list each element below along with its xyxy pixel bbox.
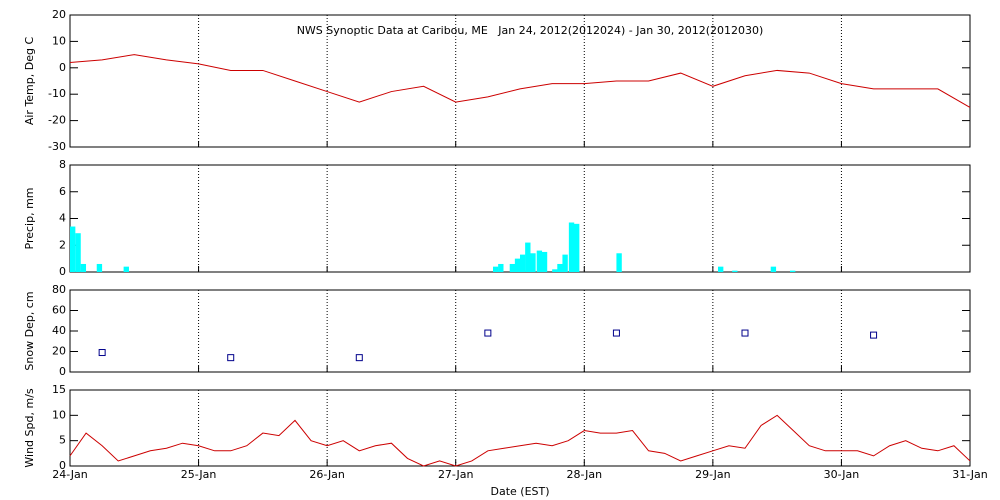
bar	[525, 242, 531, 272]
bar	[732, 270, 738, 272]
y-tick-label: 20	[52, 345, 66, 358]
chart-title: NWS Synoptic Data at Caribou, ME Jan 24,…	[297, 24, 764, 37]
y-tick-label: -20	[48, 114, 66, 127]
y-tick-label: 10	[52, 34, 66, 47]
bar	[718, 266, 724, 272]
bar	[70, 226, 76, 272]
bar	[770, 266, 777, 272]
y-tick-label: 0	[59, 365, 66, 378]
x-tick-label: 30-Jan	[824, 468, 860, 481]
y-tick-label: 6	[59, 185, 66, 198]
x-tick-label: 29-Jan	[695, 468, 731, 481]
bar	[616, 253, 622, 272]
bar	[541, 251, 548, 272]
bar	[530, 253, 536, 272]
y-tick-label: 0	[59, 459, 66, 472]
bar	[75, 233, 81, 272]
y-tick-label: 80	[52, 283, 66, 296]
x-tick-label: 28-Jan	[567, 468, 603, 481]
y-axis-label: Precip, mm	[23, 188, 36, 250]
bar	[80, 263, 87, 272]
y-axis-label: Air Temp, Deg C	[23, 37, 36, 126]
bar	[536, 250, 543, 272]
y-tick-label: 0	[59, 61, 66, 74]
point	[355, 354, 363, 362]
point	[741, 329, 749, 337]
y-tick-label: 20	[52, 8, 66, 21]
bar	[520, 254, 526, 272]
x-tick-label: 24-Jan	[52, 468, 88, 481]
point	[870, 331, 878, 339]
data-line	[69, 54, 971, 108]
point	[227, 354, 235, 362]
y-tick-label: -10	[48, 87, 66, 100]
point	[484, 329, 492, 337]
bar	[557, 263, 563, 272]
y-tick-label: 5	[59, 434, 66, 447]
bar	[514, 258, 521, 272]
y-tick-label: 8	[59, 158, 66, 171]
plot-frame	[69, 289, 971, 373]
y-tick-label: 0	[59, 265, 66, 278]
y-tick-label: 10	[52, 408, 66, 421]
bar	[493, 266, 499, 272]
x-axis-label: Date (EST)	[490, 485, 549, 498]
y-tick-label: 40	[52, 324, 66, 337]
y-axis-label: Wind Spd, m/s	[23, 388, 36, 468]
bar	[552, 269, 558, 272]
x-tick-label: 31-Jan	[952, 468, 988, 481]
bar	[562, 254, 568, 272]
bar	[568, 222, 575, 272]
y-tick-label: -30	[48, 140, 66, 153]
data-line	[69, 414, 971, 467]
point	[98, 349, 106, 357]
y-tick-label: 60	[52, 304, 66, 317]
bar	[509, 263, 516, 272]
bar	[790, 270, 796, 272]
x-tick-label: 27-Jan	[438, 468, 474, 481]
bar	[498, 263, 504, 272]
x-tick-label: 25-Jan	[181, 468, 217, 481]
x-tick-label: 26-Jan	[309, 468, 345, 481]
bar	[123, 266, 129, 272]
y-tick-label: 15	[52, 383, 66, 396]
y-axis-label: Snow Dep, cm	[23, 291, 36, 370]
bar	[574, 223, 580, 272]
y-tick-label: 4	[59, 212, 66, 225]
plot-frame	[69, 389, 971, 467]
point	[612, 329, 620, 337]
bar	[96, 263, 103, 272]
y-tick-label: 2	[59, 238, 66, 251]
